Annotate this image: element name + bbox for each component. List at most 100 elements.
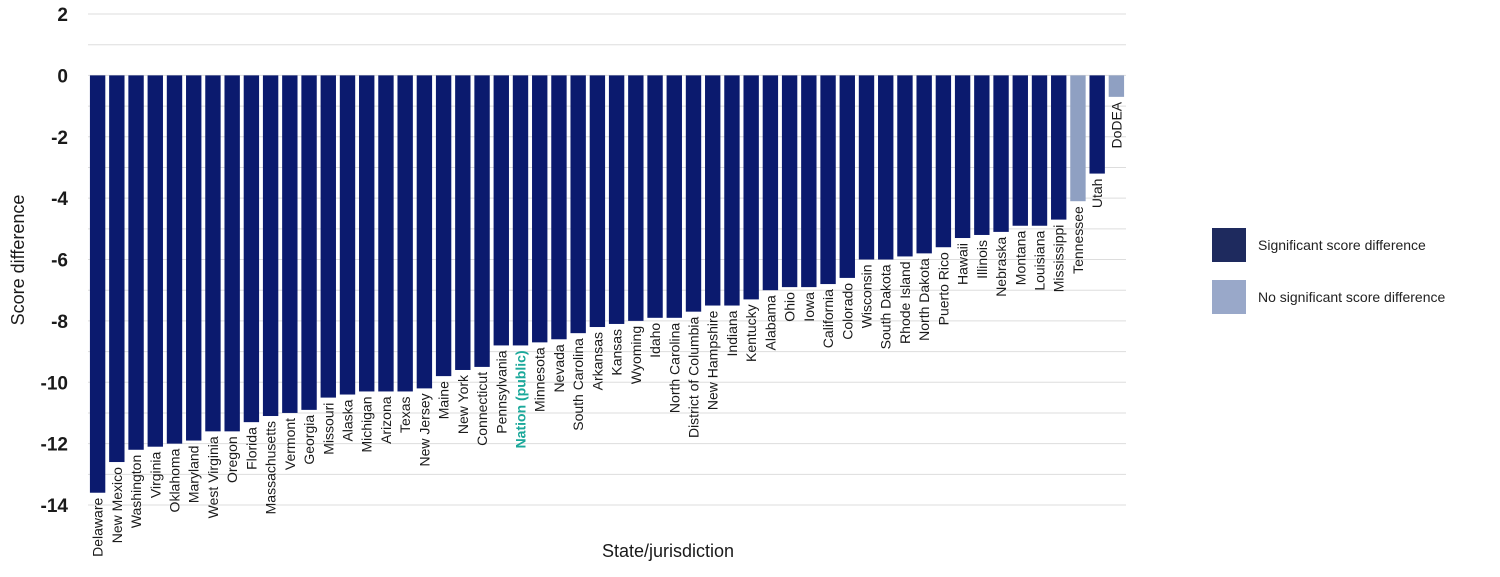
bar — [628, 75, 644, 321]
category-label: Delaware — [90, 498, 106, 557]
category-label: Georgia — [301, 415, 317, 465]
bar — [743, 75, 759, 300]
bar — [974, 75, 990, 235]
category-label: Connecticut — [474, 372, 490, 446]
bar — [666, 75, 682, 318]
legend-swatch-significant — [1212, 228, 1246, 262]
y-tick-label: -6 — [51, 251, 68, 272]
bar — [205, 75, 221, 432]
y-tick-label: -14 — [41, 496, 69, 517]
category-label: Idaho — [647, 323, 663, 358]
bar — [839, 75, 855, 278]
bar — [858, 75, 875, 260]
y-tick-label: -2 — [51, 128, 68, 149]
category-label: California — [820, 289, 836, 348]
category-label: Michigan — [359, 396, 375, 452]
legend-label-not-significant: No significant score difference — [1258, 289, 1446, 305]
category-label: District of Columbia — [686, 316, 702, 438]
y-tick-label: -12 — [41, 435, 68, 456]
bar — [954, 75, 971, 239]
bar — [993, 75, 1009, 232]
bar — [724, 75, 740, 306]
bar — [878, 75, 894, 260]
y-tick-label: -10 — [41, 373, 68, 394]
bar — [378, 75, 394, 392]
bar — [916, 75, 932, 254]
category-label: Oklahoma — [167, 448, 183, 512]
category-label: Massachusetts — [263, 421, 279, 514]
category-label: Oregon — [224, 436, 240, 483]
bar — [262, 75, 279, 417]
category-label: Alaska — [340, 399, 356, 441]
bar — [301, 75, 317, 410]
bar — [474, 75, 490, 367]
bar — [570, 75, 586, 334]
bar — [166, 75, 183, 444]
y-tick-label: -4 — [51, 189, 68, 210]
legend: Significant score difference No signific… — [1212, 228, 1445, 332]
bar — [109, 75, 125, 463]
category-label: South Dakota — [878, 264, 894, 349]
y-tick-label: 2 — [57, 5, 68, 26]
category-label: Washington — [128, 455, 144, 528]
category-label: North Carolina — [666, 323, 682, 413]
y-tick-label: -8 — [51, 312, 68, 333]
category-label: Nation (public) — [513, 350, 529, 448]
category-label: Wyoming — [628, 326, 644, 384]
category-label: Montana — [1012, 231, 1028, 286]
bar — [455, 75, 471, 370]
bar — [589, 75, 606, 328]
category-label: Tennessee — [1070, 206, 1086, 274]
category-labels: Delaware New Mexico Washington Virginia Okla… — [90, 101, 1125, 557]
category-label: Maine — [436, 381, 452, 419]
bar — [608, 75, 625, 324]
bar — [128, 75, 144, 450]
category-label: Florida — [243, 427, 259, 470]
bar — [397, 75, 413, 392]
bar — [147, 75, 163, 447]
bar — [359, 75, 375, 392]
category-label: Nevada — [551, 344, 567, 392]
bar — [781, 75, 798, 288]
category-label: DoDEA — [1108, 101, 1124, 148]
category-label: Illinois — [974, 240, 990, 279]
bars — [89, 75, 1125, 493]
category-label: Nebraska — [993, 237, 1009, 297]
category-label: Puerto Rico — [935, 252, 951, 325]
bar — [339, 75, 356, 395]
category-label: New York — [455, 374, 471, 434]
category-label: Louisiana — [1032, 231, 1048, 291]
category-label: Kansas — [609, 329, 625, 376]
bar — [1070, 75, 1086, 202]
y-axis-ticks: 2 0 -2 -4 -6 -8 -10 -12 -14 — [41, 5, 69, 517]
bar — [1108, 75, 1125, 97]
category-label: Texas — [397, 396, 413, 433]
legend-swatch-not-significant — [1212, 280, 1246, 314]
category-label: Kentucky — [743, 304, 759, 362]
bar — [512, 75, 529, 346]
bar — [685, 75, 702, 312]
category-label: Ohio — [782, 292, 798, 322]
category-label: West Virginia — [205, 436, 221, 518]
category-label: Alabama — [762, 295, 778, 350]
category-label: Maryland — [186, 446, 202, 504]
legend-label-significant: Significant score difference — [1258, 237, 1426, 253]
bar — [1051, 75, 1067, 220]
bar — [935, 75, 952, 248]
category-label: Minnesota — [532, 347, 548, 412]
bar — [532, 75, 548, 343]
bar — [897, 75, 913, 257]
category-label: Hawaii — [955, 243, 971, 285]
category-label: Arkansas — [589, 332, 605, 390]
category-label: Iowa — [801, 292, 817, 322]
bar — [320, 75, 336, 398]
bar — [282, 75, 298, 413]
bar — [243, 75, 260, 423]
bar — [647, 75, 663, 318]
y-tick-label: 0 — [57, 66, 68, 87]
gridlines — [88, 13, 1126, 506]
bar — [493, 75, 509, 346]
bar — [435, 75, 452, 377]
bar — [1089, 75, 1105, 174]
category-label: Colorado — [839, 283, 855, 340]
